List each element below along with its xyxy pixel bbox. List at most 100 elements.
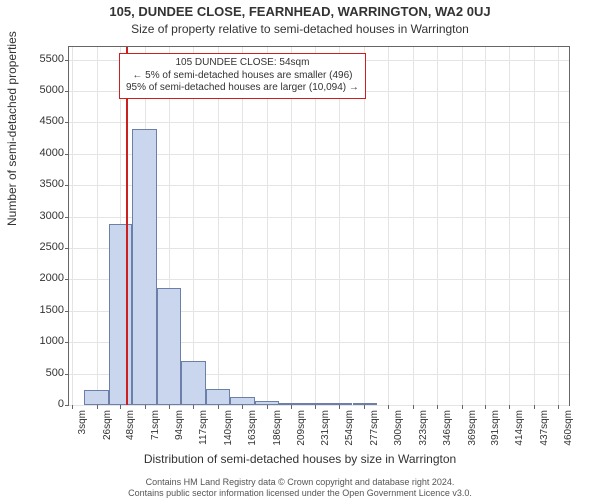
histogram-bar xyxy=(230,397,254,405)
footer-text: Contains HM Land Registry data © Crown c… xyxy=(0,477,600,498)
y-tick-mark xyxy=(65,185,69,186)
y-tick-label: 2500 xyxy=(14,241,64,253)
gridline-v xyxy=(315,47,316,405)
x-tick-mark xyxy=(339,405,340,409)
gridline-v xyxy=(72,47,73,405)
histogram-bar xyxy=(353,403,377,405)
gridline-v xyxy=(485,47,486,405)
x-tick-label: 369sqm xyxy=(467,410,478,460)
gridline-v xyxy=(242,47,243,405)
x-tick-label: 94sqm xyxy=(174,410,185,460)
x-tick-label: 437sqm xyxy=(539,410,550,460)
annotation-line-1: 105 DUNDEE CLOSE: 54sqm xyxy=(126,57,359,70)
x-tick-label: 3sqm xyxy=(77,410,88,460)
gridline-v xyxy=(462,47,463,405)
x-tick-label: 71sqm xyxy=(150,410,161,460)
plot-area: 105 DUNDEE CLOSE: 54sqm ← 5% of semi-det… xyxy=(68,46,570,406)
x-tick-label: 163sqm xyxy=(247,410,258,460)
y-tick-mark xyxy=(65,217,69,218)
gridline-v xyxy=(218,47,219,405)
y-tick-label: 500 xyxy=(14,367,64,379)
x-tick-mark xyxy=(437,405,438,409)
x-tick-label: 186sqm xyxy=(272,410,283,460)
x-tick-mark xyxy=(169,405,170,409)
chart-container: 105, DUNDEE CLOSE, FEARNHEAD, WARRINGTON… xyxy=(0,0,600,500)
y-tick-label: 5500 xyxy=(14,53,64,65)
x-tick-mark xyxy=(193,405,194,409)
footer-line-2: Contains public sector information licen… xyxy=(0,488,600,498)
y-tick-mark xyxy=(65,248,69,249)
gridline-v xyxy=(97,47,98,405)
gridline-v xyxy=(267,47,268,405)
histogram-bar xyxy=(328,403,352,405)
histogram-bar xyxy=(255,401,279,405)
y-tick-mark xyxy=(65,122,69,123)
x-tick-label: 26sqm xyxy=(102,410,113,460)
gridline-v xyxy=(534,47,535,405)
y-tick-mark xyxy=(65,311,69,312)
histogram-bar xyxy=(84,390,108,405)
x-tick-label: 414sqm xyxy=(514,410,525,460)
chart-subtitle: Size of property relative to semi-detach… xyxy=(0,22,600,36)
x-tick-label: 300sqm xyxy=(393,410,404,460)
gridline-v xyxy=(291,47,292,405)
x-tick-mark xyxy=(413,405,414,409)
x-tick-label: 140sqm xyxy=(223,410,234,460)
gridline-v xyxy=(413,47,414,405)
x-tick-label: 460sqm xyxy=(563,410,574,460)
gridline-v xyxy=(437,47,438,405)
x-tick-label: 323sqm xyxy=(418,410,429,460)
y-tick-mark xyxy=(65,279,69,280)
y-tick-mark xyxy=(65,342,69,343)
y-tick-label: 3500 xyxy=(14,178,64,190)
x-tick-mark xyxy=(97,405,98,409)
x-tick-mark xyxy=(364,405,365,409)
x-tick-mark xyxy=(72,405,73,409)
y-tick-mark xyxy=(65,374,69,375)
gridline-v xyxy=(388,47,389,405)
histogram-bar xyxy=(181,361,205,405)
x-tick-label: 117sqm xyxy=(198,410,209,460)
x-tick-mark xyxy=(485,405,486,409)
y-tick-mark xyxy=(65,91,69,92)
x-tick-mark xyxy=(388,405,389,409)
histogram-bar xyxy=(304,403,328,405)
annotation-line-3: 95% of semi-detached houses are larger (… xyxy=(126,82,359,95)
x-tick-mark xyxy=(242,405,243,409)
x-tick-label: 391sqm xyxy=(490,410,501,460)
x-tick-label: 346sqm xyxy=(442,410,453,460)
x-tick-mark xyxy=(145,405,146,409)
gridline-v xyxy=(339,47,340,405)
histogram-bar xyxy=(157,288,181,405)
y-tick-mark xyxy=(65,60,69,61)
histogram-bar xyxy=(206,389,230,405)
histogram-bar xyxy=(109,224,132,405)
y-tick-label: 4000 xyxy=(14,147,64,159)
y-tick-label: 1500 xyxy=(14,304,64,316)
y-tick-label: 3000 xyxy=(14,210,64,222)
x-tick-mark xyxy=(558,405,559,409)
x-tick-mark xyxy=(218,405,219,409)
x-tick-mark xyxy=(534,405,535,409)
y-tick-label: 5000 xyxy=(14,84,64,96)
marker-line xyxy=(126,47,128,405)
x-tick-label: 209sqm xyxy=(296,410,307,460)
gridline-v xyxy=(509,47,510,405)
histogram-bar xyxy=(132,129,156,405)
x-tick-mark xyxy=(509,405,510,409)
histogram-bar xyxy=(279,403,303,406)
y-tick-label: 2000 xyxy=(14,272,64,284)
gridline-v xyxy=(364,47,365,405)
x-tick-mark xyxy=(267,405,268,409)
gridline-v xyxy=(558,47,559,405)
x-tick-mark xyxy=(291,405,292,409)
chart-title: 105, DUNDEE CLOSE, FEARNHEAD, WARRINGTON… xyxy=(0,4,600,19)
x-tick-label: 48sqm xyxy=(125,410,136,460)
footer-line-1: Contains HM Land Registry data © Crown c… xyxy=(0,477,600,487)
y-tick-label: 0 xyxy=(14,398,64,410)
y-tick-mark xyxy=(65,405,69,406)
x-tick-mark xyxy=(462,405,463,409)
x-tick-label: 254sqm xyxy=(344,410,355,460)
x-tick-label: 231sqm xyxy=(320,410,331,460)
y-tick-mark xyxy=(65,154,69,155)
